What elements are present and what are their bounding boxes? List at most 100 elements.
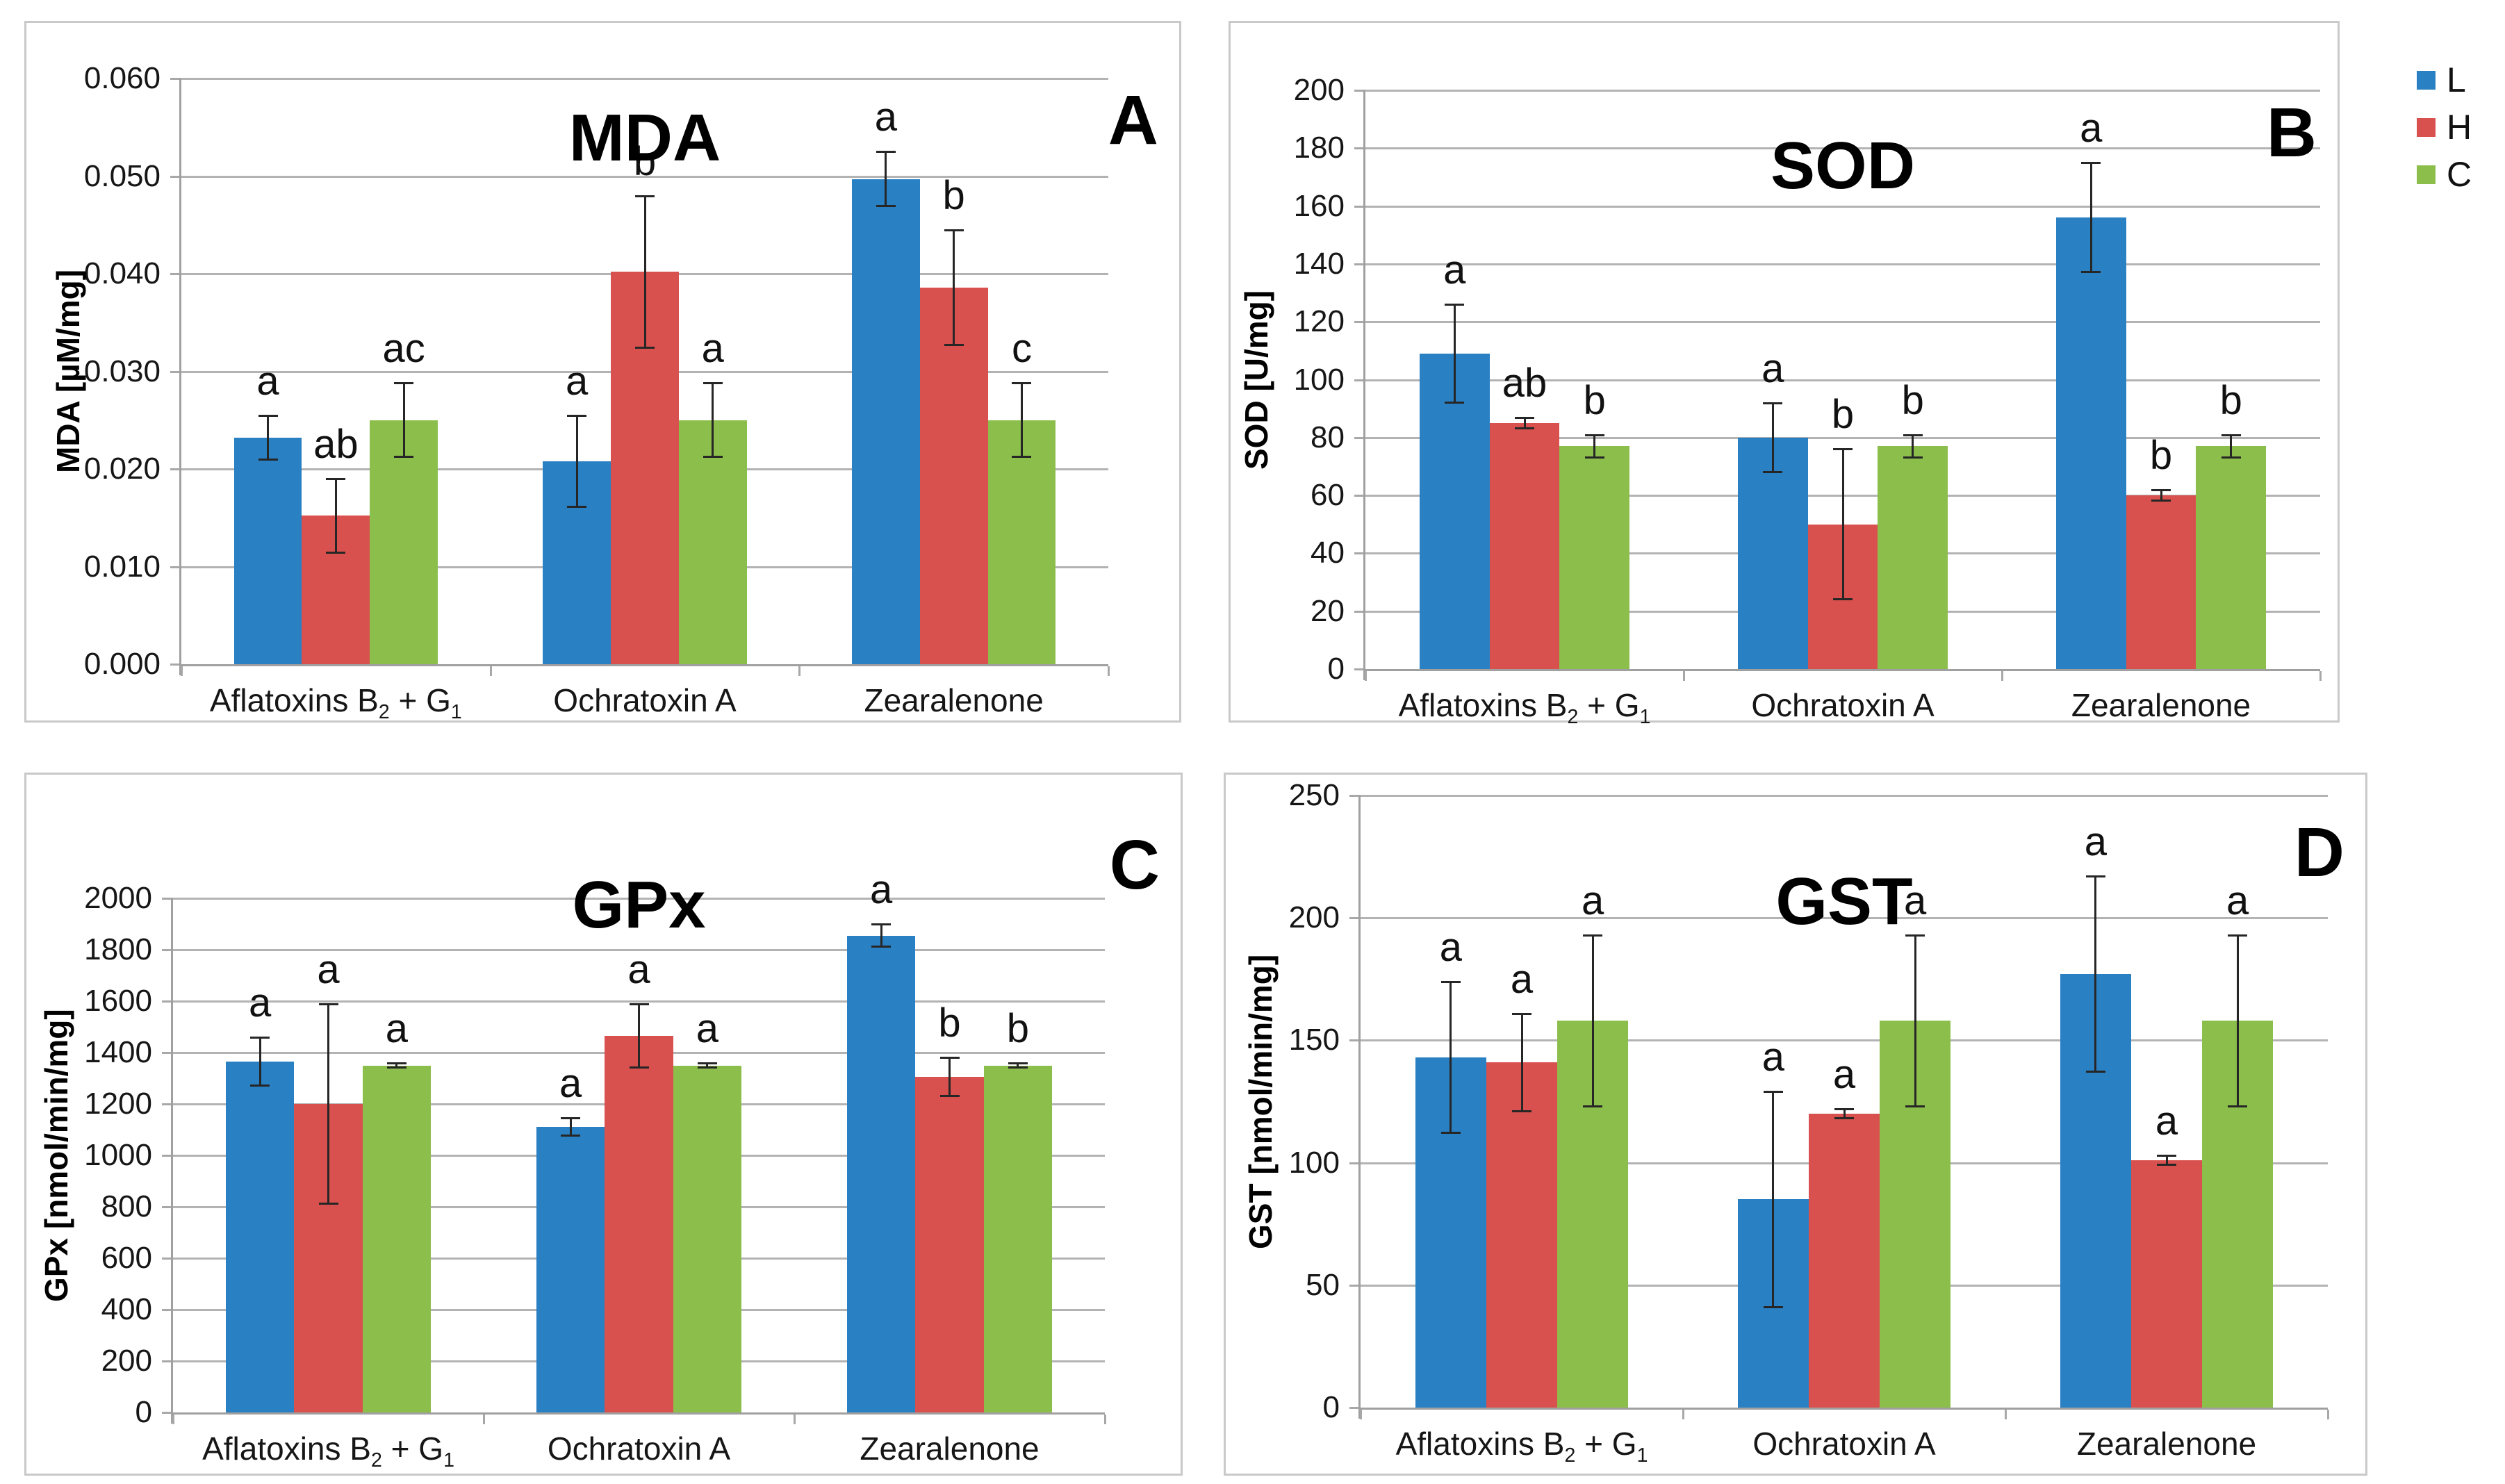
y-tick-label: 200 [1288,900,1340,935]
error-bar-line [327,1003,329,1205]
sig-letter: ab [313,422,359,468]
error-bar-cap-bottom [1515,427,1534,430]
error-bar-cap-bottom [1512,1110,1531,1112]
error-bar-cap-bottom [876,205,896,208]
error-bar-cap-bottom [629,1066,649,1069]
y-axis-tick [1354,668,1365,670]
y-axis-line [171,898,173,1424]
error-bar-cap-bottom [1763,1305,1783,1308]
bar-l-ochratoxin [1737,437,1808,669]
y-tick-label: 600 [101,1241,152,1275]
category-label-text: Zearalenone [864,682,1044,718]
error-bar-cap-top [1512,1012,1531,1015]
sig-letter: b [1831,392,1855,438]
y-tick-label: 180 [1293,131,1345,165]
sig-letter: b [938,1000,961,1046]
error-bar-line [395,1062,398,1069]
sig-letter: a [1439,924,1463,970]
y-tick-label: 100 [1288,1145,1340,1180]
error-bar-line [1841,449,1844,600]
plot-area-sod: 0 20 40 60 80 100 120 140 160 180 200 Aflatoxins B2… [1231,23,2338,727]
panel-letter-c: C [1109,826,1160,904]
y-tick-label: 0.040 [83,256,161,290]
y-axis-line [1363,90,1365,680]
sig-letter: a [1903,877,1927,923]
bar-c-zearalenone [987,420,1056,664]
error-bar-line [267,415,269,461]
error-bar-line [1017,1062,1019,1069]
error-bar-cap-bottom [939,1094,960,1097]
y-tick-label: 100 [1293,362,1345,397]
x-axis-tick [1682,1410,1684,1419]
sig-letter: a [256,358,279,404]
sig-letter: a [2155,1098,2178,1144]
category-label-subscript: 1 [450,700,462,723]
y-tick-label: 60 [1311,478,1345,513]
error-bar-line [1591,934,1594,1107]
error-bar-cap-top [318,1003,338,1005]
error-bar-cap-bottom [2228,1105,2248,1107]
panel-letter-b: B [2266,94,2317,172]
y-axis-tick [170,78,181,80]
y-axis-tick [1354,205,1365,208]
category-label-subscript: 2 [378,700,390,723]
y-axis-tick [1349,1284,1361,1287]
y-axis-line [1358,795,1361,1419]
error-bar-cap-top [2228,934,2248,937]
y-tick-label: 0 [1322,1390,1340,1424]
error-bar-line [953,229,955,345]
sig-letter: b [1583,377,1606,423]
y-axis-tick [162,1309,173,1311]
y-tick-label: 0.030 [83,354,161,388]
error-bar-line [1020,383,1023,458]
plot-area-mda: 0.000 0.010 0.020 0.030 0.040 0.050 0.060 Aflat… [26,23,1179,723]
error-bar-cap-bottom [258,459,278,461]
y-axis-tick [170,663,181,666]
sig-letter: a [1761,1034,1785,1080]
error-bar-cap-bottom [318,1203,338,1205]
error-bar-cap-bottom [2085,1071,2105,1073]
y-tick-label: 0.020 [83,452,161,486]
bar-c-aflatoxins [362,1065,431,1412]
bar-h-aflatoxins [1489,422,1560,669]
error-bar-cap-bottom [2151,500,2171,502]
y-axis-title-mda: MDA [µM/mg] [50,269,86,474]
panel-gst: GST D GST [nmol/min/mg] 0 50 100 150 200 250 A… [1224,773,2367,1476]
y-axis-tick [1354,495,1365,497]
error-bar-cap-bottom [1440,1132,1461,1135]
gridline [1365,436,2320,439]
category-label-text: Zearalenone [2071,687,2251,723]
error-bar-cap-top [326,478,346,481]
y-axis-tick [1354,90,1365,92]
y-tick-label: 80 [1311,420,1345,454]
error-bar-cap-bottom [1763,470,1783,473]
category-label-text: + G [389,682,451,718]
y-axis-tick [1349,917,1361,920]
sig-letter: a [566,358,589,404]
y-tick-label: 120 [1293,304,1345,339]
y-axis-tick [162,898,173,900]
category-label-text: Ochratoxin A [1751,687,1935,723]
category-label-subscript: 2 [1567,705,1579,728]
sig-letter: b [942,172,965,218]
y-tick-label: 0.060 [83,61,161,95]
error-bar-cap-top [939,1057,960,1060]
error-bar-cap-bottom [697,1066,717,1069]
panel-letter-a: A [1108,81,1158,159]
category-label-text: Zearalenone [860,1431,1040,1467]
gridline [1365,263,2320,265]
error-bar-line [948,1057,951,1096]
sig-letter: b [633,138,657,184]
x-axis-tick [798,666,801,676]
y-axis-tick [162,949,173,951]
y-axis-tick [162,1360,173,1362]
error-bar-cap-bottom [1584,456,1604,459]
category-label-text: Aflatoxins B [1395,1426,1565,1462]
chart-title-gst: GST [1775,864,1913,939]
error-bar-cap-bottom [2221,456,2241,459]
gridline [1361,1039,2328,1042]
category-label-subscript: 2 [370,1449,382,1471]
category-label-text: Aflatoxins B [209,682,379,718]
y-tick-label: 1800 [84,932,152,966]
y-tick-label: 20 [1311,593,1345,628]
